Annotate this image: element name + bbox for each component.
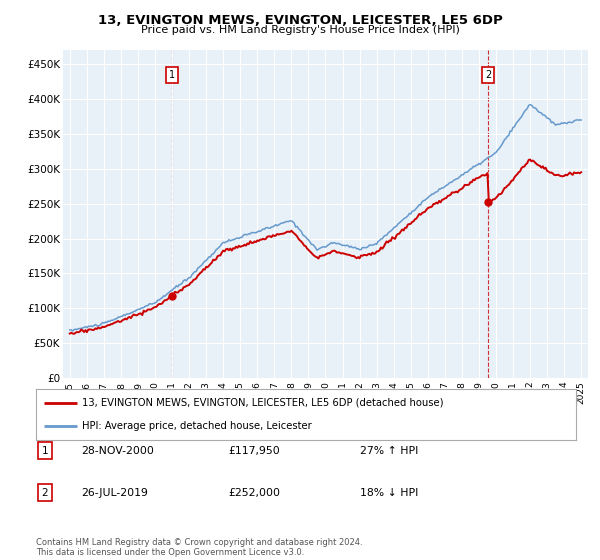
Text: Price paid vs. HM Land Registry's House Price Index (HPI): Price paid vs. HM Land Registry's House … (140, 25, 460, 35)
Text: 1: 1 (169, 70, 175, 80)
Text: 1: 1 (41, 446, 49, 456)
Text: £252,000: £252,000 (228, 488, 280, 498)
Text: £117,950: £117,950 (228, 446, 280, 456)
Text: 26-JUL-2019: 26-JUL-2019 (81, 488, 148, 498)
Text: 2: 2 (485, 70, 491, 80)
Text: 2: 2 (41, 488, 49, 498)
Text: 28-NOV-2000: 28-NOV-2000 (81, 446, 154, 456)
Text: 18% ↓ HPI: 18% ↓ HPI (360, 488, 418, 498)
Text: 13, EVINGTON MEWS, EVINGTON, LEICESTER, LE5 6DP: 13, EVINGTON MEWS, EVINGTON, LEICESTER, … (98, 14, 502, 27)
Text: 13, EVINGTON MEWS, EVINGTON, LEICESTER, LE5 6DP (detached house): 13, EVINGTON MEWS, EVINGTON, LEICESTER, … (82, 398, 443, 408)
Text: HPI: Average price, detached house, Leicester: HPI: Average price, detached house, Leic… (82, 421, 311, 431)
Text: Contains HM Land Registry data © Crown copyright and database right 2024.
This d: Contains HM Land Registry data © Crown c… (36, 538, 362, 557)
Text: 27% ↑ HPI: 27% ↑ HPI (360, 446, 418, 456)
